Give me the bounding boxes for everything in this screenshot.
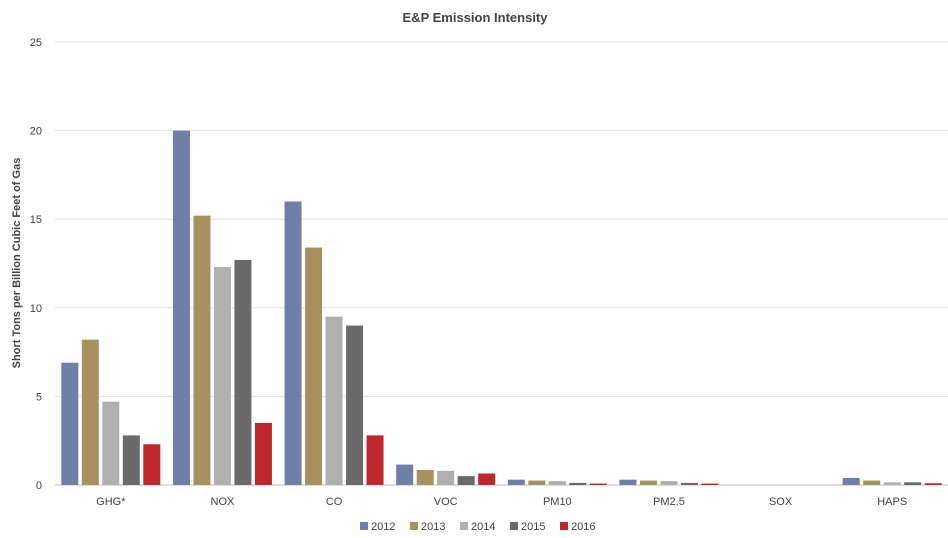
legend-swatch-2016 — [560, 522, 568, 530]
bar-2015-haps — [904, 482, 922, 485]
bar-2012-pm25 — [619, 479, 637, 485]
y-axis-label: Short Tons per Billion Cubic Feet of Gas — [11, 158, 23, 369]
bar-2013-pm10 — [528, 480, 546, 485]
bar-2014-pm10 — [548, 481, 566, 485]
bar-2013-ghg — [81, 339, 99, 485]
legend-swatch-2014 — [460, 522, 468, 530]
chart-title: E&P Emission Intensity — [403, 10, 549, 25]
y-tick-label: 25 — [30, 37, 42, 49]
bar-2016-pm25 — [701, 483, 719, 485]
y-axis-ticks: 0 5 10 15 20 25 — [30, 37, 42, 492]
bar-2012-ghg — [61, 362, 79, 485]
y-tick-label: 15 — [30, 214, 42, 226]
x-tick-label: PM10 — [543, 496, 572, 508]
bar-2016-nox — [254, 422, 272, 485]
bar-2014-ghg — [102, 401, 120, 485]
bar-2015-nox — [234, 259, 252, 485]
legend-swatch-2015 — [510, 522, 518, 530]
bar-2013-nox — [193, 215, 211, 485]
legend-label: 2015 — [521, 521, 545, 533]
bar-2013-haps — [863, 480, 881, 485]
x-tick-label: GHG* — [96, 496, 126, 508]
legend-label: 2013 — [421, 521, 445, 533]
x-tick-label: VOC — [434, 496, 458, 508]
bar-2014-haps — [883, 482, 901, 485]
bar-2016-co — [366, 435, 384, 485]
bar-2014-nox — [213, 267, 231, 485]
bar-2012-co — [284, 201, 302, 486]
bar-2016-ghg — [143, 444, 161, 485]
legend: 2012 2013 2014 2015 2016 — [360, 521, 595, 533]
bar-2013-voc — [416, 469, 434, 485]
x-tick-label: SOX — [769, 496, 793, 508]
bar-2012-voc — [396, 464, 414, 485]
bar-2014-pm25 — [660, 481, 678, 485]
bars — [61, 130, 942, 486]
y-tick-label: 20 — [30, 126, 42, 138]
y-tick-label: 0 — [36, 480, 42, 492]
x-axis-ticks: GHG* NOX CO VOC PM10 PM2.5 SOX HAPS — [96, 496, 907, 508]
bar-2015-pm10 — [569, 482, 587, 485]
x-tick-label: PM2.5 — [653, 496, 685, 508]
bar-2012-nox — [172, 130, 190, 485]
bar-2014-co — [325, 316, 343, 485]
y-tick-label: 10 — [30, 303, 42, 315]
bar-2016-pm10 — [589, 483, 607, 485]
bar-2013-pm25 — [639, 480, 657, 485]
x-tick-label: CO — [326, 496, 343, 508]
bar-2012-pm10 — [507, 479, 525, 485]
legend-swatch-2013 — [410, 522, 418, 530]
legend-label: 2016 — [571, 521, 595, 533]
bar-2015-pm25 — [680, 482, 698, 485]
bar-2016-voc — [478, 473, 496, 485]
bar-2014-voc — [437, 470, 455, 485]
bar-2012-haps — [842, 477, 860, 485]
x-tick-label: HAPS — [877, 496, 907, 508]
legend-label: 2014 — [471, 521, 495, 533]
y-tick-label: 5 — [36, 391, 42, 403]
bar-2015-voc — [457, 476, 475, 485]
bar-2015-ghg — [122, 435, 140, 485]
legend-label: 2012 — [371, 521, 395, 533]
x-tick-label: NOX — [211, 496, 236, 508]
bar-2013-co — [305, 247, 323, 485]
legend-swatch-2012 — [360, 522, 368, 530]
bar-2016-haps — [924, 483, 942, 485]
bar-2015-co — [346, 325, 364, 485]
